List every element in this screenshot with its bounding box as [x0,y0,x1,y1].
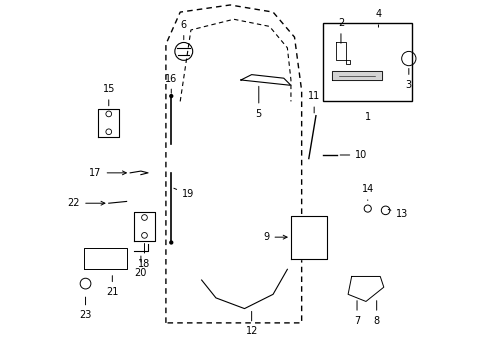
Text: 3: 3 [405,68,411,90]
Polygon shape [98,109,119,137]
Polygon shape [241,75,290,85]
Text: 18: 18 [138,243,150,269]
Circle shape [169,94,173,98]
Text: 9: 9 [263,232,286,242]
Text: 4: 4 [375,9,381,27]
Bar [323,23,411,102]
Polygon shape [335,42,349,64]
Text: 1: 1 [364,112,370,122]
Polygon shape [347,276,383,301]
Text: 14: 14 [361,184,373,201]
Text: 11: 11 [307,91,320,113]
Text: 15: 15 [102,84,115,106]
Text: 8: 8 [373,301,379,326]
Text: 21: 21 [106,276,118,297]
Text: 12: 12 [245,311,257,337]
Polygon shape [331,71,381,80]
Text: 13: 13 [387,209,408,219]
Text: 10: 10 [340,150,367,160]
Text: 22: 22 [67,198,104,208]
Text: 17: 17 [89,168,126,178]
Text: 23: 23 [79,297,92,320]
Text: 20: 20 [134,256,147,278]
Polygon shape [290,216,326,258]
Polygon shape [134,212,155,241]
Text: 7: 7 [353,301,360,326]
Text: 5: 5 [255,86,262,118]
Text: 6: 6 [181,20,186,40]
Text: 2: 2 [337,18,344,43]
Text: 19: 19 [173,188,194,199]
Text: 16: 16 [165,73,177,93]
Circle shape [169,240,173,245]
Polygon shape [83,248,126,269]
